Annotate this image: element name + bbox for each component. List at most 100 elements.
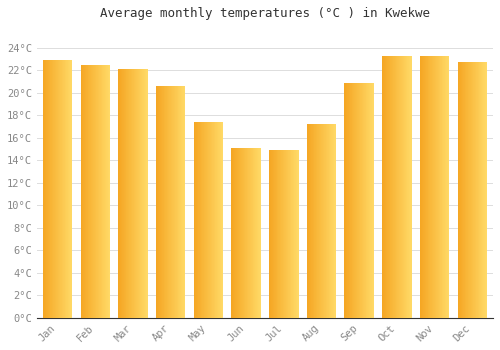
Bar <box>52 60 53 318</box>
Bar <box>293 150 294 318</box>
Bar <box>444 56 446 318</box>
Bar <box>317 124 318 318</box>
Bar <box>140 69 141 318</box>
Bar <box>400 56 401 318</box>
Bar <box>60 60 61 318</box>
Bar <box>205 122 206 318</box>
Bar <box>361 83 362 318</box>
Bar <box>244 148 245 318</box>
Bar <box>481 62 482 318</box>
Bar <box>480 62 481 318</box>
Bar <box>407 56 408 318</box>
Bar <box>144 69 145 318</box>
Bar <box>350 83 351 318</box>
Bar <box>325 124 326 318</box>
Bar <box>210 122 211 318</box>
Bar <box>311 124 312 318</box>
Bar <box>312 124 314 318</box>
Bar <box>290 150 291 318</box>
Bar <box>334 124 335 318</box>
Bar <box>382 56 383 318</box>
Bar <box>276 150 277 318</box>
Bar <box>179 86 180 318</box>
Bar <box>103 65 104 318</box>
Bar <box>398 56 400 318</box>
Bar <box>249 148 250 318</box>
Bar <box>248 148 249 318</box>
Bar <box>44 60 46 318</box>
Bar <box>483 62 484 318</box>
Bar <box>372 83 374 318</box>
Bar <box>476 62 477 318</box>
Bar <box>282 150 284 318</box>
Bar <box>410 56 411 318</box>
Bar <box>423 56 424 318</box>
Bar <box>436 56 437 318</box>
Bar <box>250 148 251 318</box>
Bar <box>383 56 384 318</box>
Bar <box>62 60 63 318</box>
Bar <box>319 124 320 318</box>
Bar <box>331 124 332 318</box>
Bar <box>137 69 138 318</box>
Bar <box>66 60 67 318</box>
Bar <box>473 62 474 318</box>
Bar <box>395 56 396 318</box>
Bar <box>463 62 464 318</box>
Bar <box>369 83 370 318</box>
Bar <box>239 148 240 318</box>
Bar <box>484 62 486 318</box>
Bar <box>240 148 241 318</box>
Bar <box>216 122 218 318</box>
Bar <box>447 56 448 318</box>
Bar <box>54 60 56 318</box>
Bar <box>284 150 285 318</box>
Bar <box>346 83 347 318</box>
Bar <box>207 122 208 318</box>
Bar <box>425 56 426 318</box>
Bar <box>432 56 433 318</box>
Bar <box>180 86 182 318</box>
Bar <box>158 86 159 318</box>
Bar <box>233 148 234 318</box>
Bar <box>477 62 478 318</box>
Bar <box>56 60 57 318</box>
Bar <box>109 65 110 318</box>
Bar <box>132 69 133 318</box>
Bar <box>202 122 203 318</box>
Bar <box>217 122 218 318</box>
Bar <box>232 148 233 318</box>
Bar <box>352 83 353 318</box>
Bar <box>197 122 198 318</box>
Bar <box>238 148 239 318</box>
Bar <box>269 150 270 318</box>
Bar <box>448 56 450 318</box>
Bar <box>344 83 345 318</box>
Bar <box>68 60 69 318</box>
Bar <box>365 83 366 318</box>
Bar <box>462 62 463 318</box>
Bar <box>252 148 253 318</box>
Bar <box>134 69 136 318</box>
Bar <box>296 150 297 318</box>
Bar <box>441 56 442 318</box>
Bar <box>335 124 336 318</box>
Bar <box>208 122 209 318</box>
Bar <box>242 148 243 318</box>
Bar <box>97 65 98 318</box>
Bar <box>351 83 352 318</box>
Bar <box>359 83 360 318</box>
Bar <box>128 69 129 318</box>
Bar <box>464 62 466 318</box>
Bar <box>246 148 248 318</box>
Bar <box>357 83 358 318</box>
Bar <box>87 65 88 318</box>
Bar <box>167 86 168 318</box>
Bar <box>253 148 254 318</box>
Bar <box>259 148 260 318</box>
Bar <box>372 83 373 318</box>
Bar <box>388 56 390 318</box>
Bar <box>91 65 92 318</box>
Bar <box>120 69 122 318</box>
Bar <box>442 56 443 318</box>
